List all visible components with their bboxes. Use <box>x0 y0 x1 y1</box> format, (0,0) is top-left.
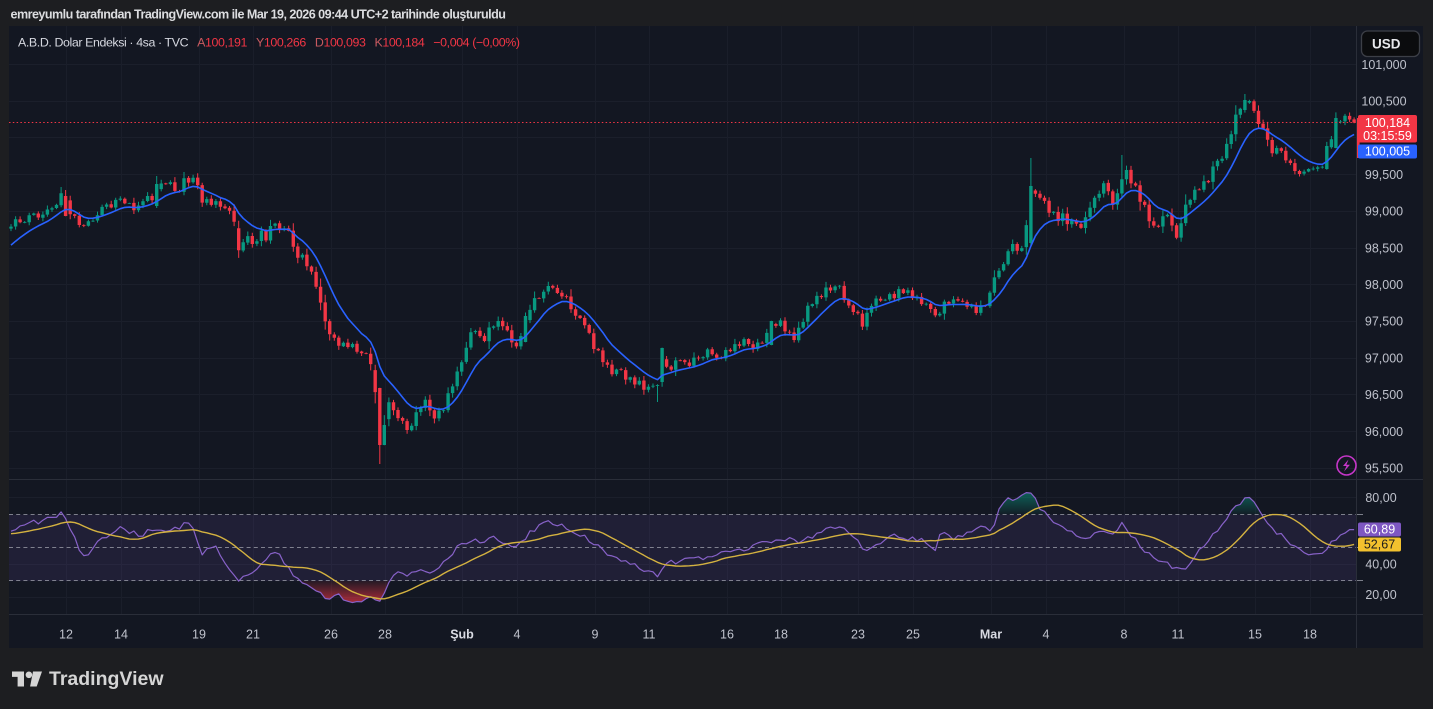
svg-text:26: 26 <box>324 628 338 642</box>
svg-text:100,500: 100,500 <box>1361 95 1406 109</box>
svg-text:11: 11 <box>643 628 656 642</box>
svg-text:60,89: 60,89 <box>1364 523 1395 537</box>
svg-text:40,00: 40,00 <box>1365 558 1396 572</box>
svg-text:4: 4 <box>1043 628 1050 642</box>
svg-text:11: 11 <box>1172 628 1185 642</box>
svg-text:15: 15 <box>1248 628 1262 642</box>
svg-text:14: 14 <box>114 628 128 642</box>
svg-text:8: 8 <box>1121 628 1128 642</box>
svg-text:80,00: 80,00 <box>1365 491 1396 505</box>
svg-text:25: 25 <box>906 628 920 642</box>
svg-text:12: 12 <box>59 628 73 642</box>
svg-text:4: 4 <box>514 628 521 642</box>
svg-text:97,000: 97,000 <box>1365 351 1403 365</box>
svg-text:28: 28 <box>378 628 392 642</box>
svg-text:23: 23 <box>851 628 865 642</box>
svg-text:100,005: 100,005 <box>1365 145 1410 159</box>
svg-text:101,000: 101,000 <box>1361 58 1406 72</box>
svg-text:96,000: 96,000 <box>1365 425 1403 439</box>
svg-text:18: 18 <box>774 628 788 642</box>
svg-text:98,000: 98,000 <box>1365 278 1403 292</box>
svg-text:A.B.D. Dolar Endeksi · 4sa · T: A.B.D. Dolar Endeksi · 4sa · TVC A100,191… <box>18 36 520 50</box>
svg-text:95,500: 95,500 <box>1365 462 1403 476</box>
svg-text:USD: USD <box>1372 37 1401 52</box>
svg-text:TradingView: TradingView <box>49 668 164 690</box>
svg-text:97,500: 97,500 <box>1365 315 1403 329</box>
svg-text:100,184: 100,184 <box>1365 116 1410 130</box>
svg-text:18: 18 <box>1303 628 1317 642</box>
svg-text:emreyumlu tarafından TradingVi: emreyumlu tarafından TradingView.com ile… <box>11 8 506 22</box>
svg-text:20,00: 20,00 <box>1365 588 1396 602</box>
svg-text:03:15:59: 03:15:59 <box>1363 129 1412 143</box>
svg-text:96,500: 96,500 <box>1365 388 1403 402</box>
svg-text:16: 16 <box>720 628 734 642</box>
svg-text:21: 21 <box>246 628 260 642</box>
svg-text:99,000: 99,000 <box>1365 205 1403 219</box>
svg-text:9: 9 <box>592 628 599 642</box>
svg-text:Mar: Mar <box>980 628 1002 642</box>
svg-text:Şub: Şub <box>450 628 474 642</box>
svg-text:99,500: 99,500 <box>1365 168 1403 182</box>
svg-text:52,67: 52,67 <box>1364 538 1395 552</box>
svg-text:19: 19 <box>192 628 206 642</box>
svg-text:98,500: 98,500 <box>1365 241 1403 255</box>
